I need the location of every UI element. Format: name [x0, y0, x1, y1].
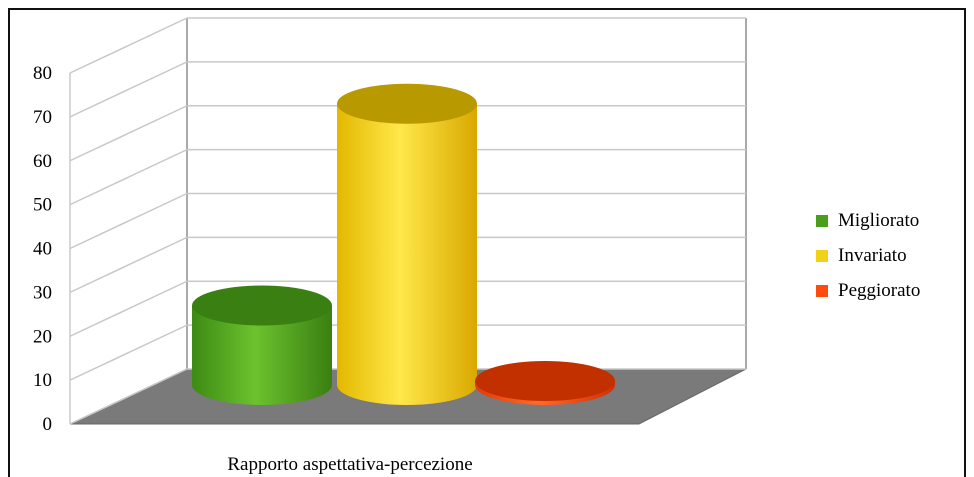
- legend-swatch: [816, 284, 828, 297]
- bar-top: [475, 361, 615, 401]
- y-tick-label: 70: [33, 107, 52, 128]
- gridline-side: [69, 368, 188, 425]
- y-tick-label: 80: [33, 63, 52, 84]
- legend-swatch: [816, 249, 828, 262]
- gridline-side: [69, 280, 188, 337]
- y-tick-label: 30: [33, 282, 52, 303]
- legend-item: Invariato: [816, 238, 920, 273]
- gridline-side: [69, 105, 188, 162]
- bar-peggiorato: [475, 361, 615, 405]
- gridline-side: [69, 236, 188, 294]
- y-tick-label: 50: [33, 195, 52, 216]
- y-tick-label: 60: [33, 151, 52, 172]
- y-tick-label: 40: [33, 239, 52, 260]
- bar-body: [337, 103, 477, 406]
- legend: Migliorato Invariato Peggiorato: [816, 203, 920, 308]
- bar-top: [192, 285, 332, 326]
- gridline-side: [69, 192, 188, 250]
- y-tick-label: 20: [33, 326, 52, 347]
- gridline-side: [69, 324, 188, 381]
- bar-invariato: [337, 83, 477, 406]
- legend-label: Migliorato: [838, 209, 920, 231]
- y-tick-label: 10: [33, 370, 52, 391]
- legend-label: Invariato: [838, 244, 907, 266]
- gridline-side: [69, 17, 188, 74]
- legend-swatch: [816, 214, 828, 227]
- bar-body: [192, 305, 332, 405]
- bar-migliorato: [192, 285, 332, 405]
- x-category-label: Rapporto aspettativa-percezione: [227, 454, 472, 475]
- bar-top: [337, 83, 477, 124]
- legend-item: Peggiorato: [816, 273, 920, 308]
- legend-item: Migliorato: [816, 203, 920, 238]
- gridline-side: [69, 61, 188, 118]
- y-tick-label: 0: [43, 414, 53, 435]
- legend-label: Peggiorato: [838, 279, 921, 301]
- gridline-side: [69, 148, 188, 206]
